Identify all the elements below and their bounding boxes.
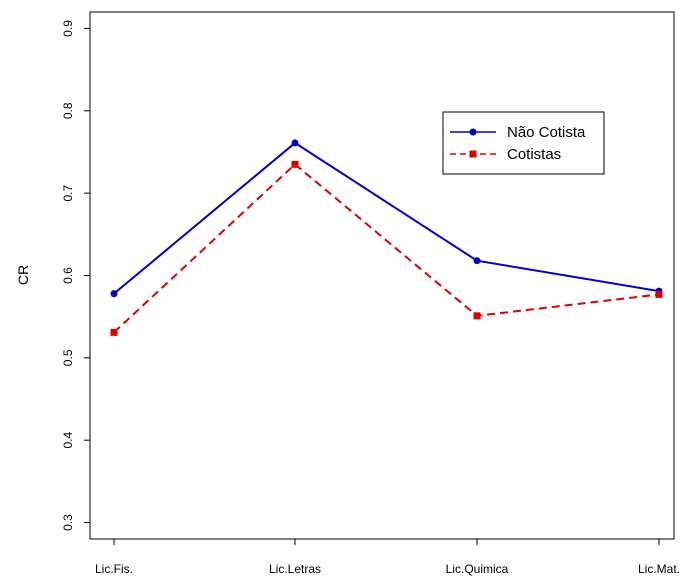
y-tick-label: 0.8: [61, 102, 75, 119]
legend-label-nao-cotista: Não Cotista: [507, 124, 586, 141]
x-tick-label: Lic.Quimica: [446, 562, 509, 576]
data-point: [291, 160, 299, 168]
series-layer: [110, 139, 663, 336]
data-point: [655, 290, 663, 298]
series-line-0: [113, 141, 660, 295]
y-tick-label: 0.7: [61, 184, 75, 201]
data-point: [291, 139, 299, 147]
legend: Não Cotista Cotistas: [442, 111, 605, 175]
y-axis: 0.3 0.4 0.5 0.6 0.7 0.8 0.9: [61, 20, 90, 531]
x-tick-label: Lic.Letras: [269, 562, 321, 576]
y-axis-title: CR: [15, 265, 31, 285]
legend-label-cotistas: Cotistas: [507, 146, 561, 163]
y-tick-label: 0.9: [61, 20, 75, 37]
y-tick-label: 0.6: [61, 267, 75, 284]
y-tick-label: 0.5: [61, 349, 75, 366]
x-tick-label: Lic.Fis.: [95, 562, 133, 576]
x-axis: Lic.Fis. Lic.Letras Lic.Quimica Lic.Mat.: [95, 539, 680, 576]
series-line-1: [113, 163, 660, 334]
data-point: [110, 328, 118, 336]
data-point: [473, 312, 481, 320]
x-tick-label: Lic.Mat.: [638, 562, 680, 576]
legend-marker-cotistas: [469, 150, 477, 158]
plot-frame: [89, 11, 675, 540]
data-point: [473, 257, 481, 265]
legend-marker-nao-cotista: [469, 128, 477, 136]
data-point: [110, 290, 118, 298]
y-tick-label: 0.4: [61, 432, 75, 449]
legend-box: [442, 111, 605, 175]
y-tick-label: 0.3: [61, 514, 75, 531]
